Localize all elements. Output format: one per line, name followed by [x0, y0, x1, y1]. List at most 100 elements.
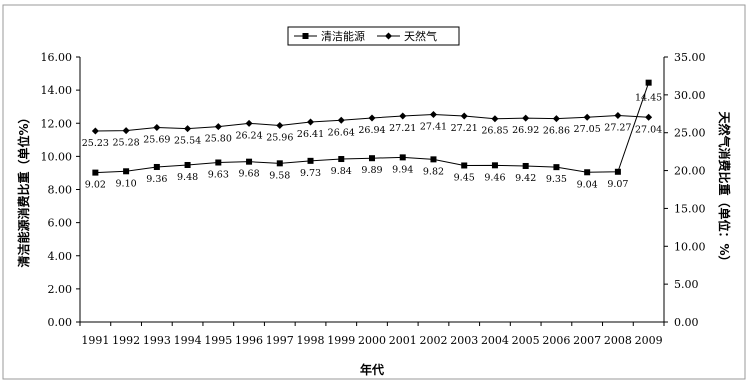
x-tick-label: 2002 — [419, 334, 447, 347]
data-point-square — [430, 156, 437, 163]
data-label: 9.84 — [331, 166, 352, 177]
left-tick-label: 14.00 — [41, 84, 73, 97]
right-axis-ticks: 0.00 5.00 10.00 15.00 20.00 25.00 30.00 35.00 — [664, 51, 706, 329]
data-label: 9.42 — [515, 173, 536, 184]
right-tick-label: 15.00 — [674, 202, 706, 215]
legend-box — [287, 26, 460, 46]
data-point-diamond — [276, 121, 284, 129]
data-point-square — [614, 168, 621, 175]
data-label: 27.04 — [635, 124, 662, 135]
data-point-square — [584, 169, 591, 176]
left-tick-label: 10.00 — [41, 150, 73, 163]
data-point-square — [92, 169, 99, 176]
right-tick-label: 30.00 — [674, 89, 706, 102]
data-label: 25.69 — [143, 134, 170, 145]
data-label: 27.21 — [389, 123, 416, 134]
left-tick-label: 0.00 — [48, 316, 73, 329]
data-point-square — [645, 79, 652, 86]
data-label: 9.82 — [423, 166, 444, 177]
data-point-diamond — [645, 113, 653, 121]
data-label: 26.85 — [481, 126, 508, 137]
data-label: 9.04 — [577, 179, 598, 190]
data-label: 25.54 — [174, 136, 201, 147]
x-tick-label: 2000 — [358, 334, 386, 347]
data-point-diamond — [337, 116, 345, 124]
data-point-square — [461, 162, 468, 169]
x-axis-title: 年代 — [360, 362, 384, 377]
legend-marker-diamond — [385, 32, 392, 40]
legend-marker-square — [302, 33, 309, 39]
x-tick-label: 1997 — [266, 334, 294, 347]
x-tick-label: 2004 — [481, 334, 509, 347]
left-tick-label: 12.00 — [41, 117, 73, 130]
data-point-diamond — [214, 123, 222, 131]
right-tick-label: 35.00 — [674, 51, 706, 64]
data-label: 9.10 — [116, 178, 137, 189]
left-tick-label: 2.00 — [48, 283, 73, 296]
data-label: 26.86 — [543, 126, 570, 137]
data-point-diamond — [245, 119, 253, 127]
left-tick-label: 16.00 — [41, 51, 73, 64]
data-point-diamond — [399, 112, 407, 120]
series-clean-energy: 9.02 9.10 9.36 9.48 9.63 9.68 9.58 9.73 9.84 9.89… — [85, 79, 662, 191]
data-point-square — [491, 162, 498, 169]
data-label: 9.07 — [607, 179, 628, 190]
x-tick-label: 1991 — [81, 334, 109, 347]
data-label: 26.41 — [297, 129, 324, 140]
legend-label-natural-gas: 天然气 — [404, 29, 437, 43]
x-tick-label: 2008 — [604, 334, 632, 347]
data-label: 9.63 — [208, 170, 229, 181]
right-tick-label: 10.00 — [674, 240, 706, 253]
x-tick-label: 1994 — [174, 334, 202, 347]
data-point-square — [369, 155, 375, 162]
data-point-diamond — [491, 115, 499, 123]
x-tick-label: 1993 — [143, 334, 171, 347]
data-label: 9.58 — [269, 170, 290, 181]
data-label: 9.35 — [546, 174, 567, 185]
data-label: 25.23 — [82, 138, 109, 149]
legend: 清洁能源 天然气 — [287, 26, 460, 46]
data-label: 9.46 — [484, 172, 505, 183]
left-axis-ticks: 0.00 2.00 4.00 6.00 8.00 10.00 12.00 14.00 16.00 — [41, 51, 80, 329]
x-tick-label: 2003 — [450, 334, 478, 347]
data-label: 9.89 — [361, 165, 382, 176]
x-tick-label: 2001 — [389, 334, 417, 347]
x-tick-label: 1998 — [297, 334, 325, 347]
right-tick-label: 0.00 — [674, 316, 699, 329]
data-label: 26.92 — [512, 125, 539, 136]
data-point-diamond — [583, 113, 591, 121]
right-tick-label: 25.00 — [674, 127, 706, 140]
data-point-diamond — [307, 118, 315, 126]
x-tick-label: 2007 — [573, 334, 601, 347]
data-label: 9.02 — [85, 180, 106, 191]
left-tick-label: 4.00 — [48, 250, 73, 263]
left-tick-label: 6.00 — [48, 217, 73, 230]
data-point-diamond — [460, 112, 468, 120]
series-natural-gas: 25.23 25.28 25.69 25.54 25.80 26.24 25.96 26.41… — [82, 110, 662, 149]
data-point-diamond — [368, 114, 376, 122]
data-point-diamond — [184, 125, 192, 133]
data-label: 27.05 — [574, 124, 601, 135]
data-point-square — [338, 156, 345, 163]
right-tick-label: 5.00 — [674, 278, 699, 291]
data-point-diamond — [429, 110, 437, 118]
x-tick-label: 2009 — [635, 334, 663, 347]
x-tick-label: 2006 — [542, 334, 570, 347]
data-point-square — [522, 162, 529, 169]
data-point-diamond — [522, 114, 530, 122]
x-tick-label: 2005 — [512, 334, 540, 347]
x-axis-ticks: 1991 1992 1993 1994 1995 1996 1997 1998 1999 2000… — [79, 322, 665, 347]
data-point-square — [123, 168, 130, 175]
x-tick-label: 1999 — [327, 334, 355, 347]
data-point-diamond — [614, 112, 622, 120]
data-label: 9.68 — [238, 169, 259, 180]
right-tick-label: 20.00 — [674, 165, 706, 178]
data-label: 9.36 — [146, 174, 167, 185]
data-point-square — [215, 159, 222, 166]
data-label: 26.64 — [328, 127, 355, 138]
data-label: 9.94 — [392, 164, 413, 175]
data-label: 9.48 — [177, 172, 198, 183]
data-point-square — [246, 158, 253, 165]
data-label: 27.27 — [604, 123, 631, 134]
